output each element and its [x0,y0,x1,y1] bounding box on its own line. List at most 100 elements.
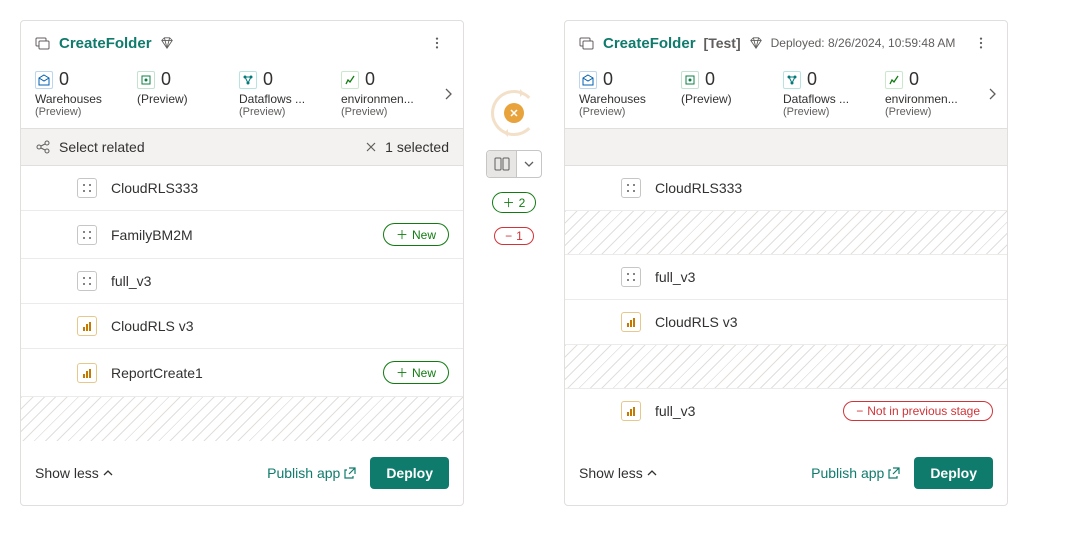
item-type-icon [77,316,97,336]
sync-error-icon [504,103,524,123]
stat-value: 0 [263,69,273,90]
deploy-button[interactable]: Deploy [370,457,449,489]
card-title[interactable]: CreateFolder [59,35,152,52]
external-link-icon [344,467,356,479]
compare-column: ＋2 −1 [484,20,544,506]
stat-icon [341,71,359,89]
stat-tile[interactable]: 0Warehouses(Preview) [579,69,677,118]
diamond-icon [160,36,174,50]
stat-icon [885,71,903,89]
item-type-icon [77,178,97,198]
list-item[interactable]: CloudRLS v3 [565,300,1007,345]
card-title[interactable]: CreateFolder [603,35,696,52]
empty-slot [21,397,463,441]
card-footer: Show less Publish app Deploy [21,441,463,505]
stat-value: 0 [161,69,171,90]
item-type-icon [621,267,641,287]
stat-icon [137,71,155,89]
sync-status-indicator[interactable] [491,90,537,136]
list-item[interactable]: CloudRLS333 [565,166,1007,211]
list-item[interactable]: CloudRLS333 [21,166,463,211]
show-less-button[interactable]: Show less [579,465,657,481]
selection-count: 1 selected [385,139,449,155]
stat-value: 0 [705,69,715,90]
compare-view-toggle[interactable] [486,150,542,178]
stat-tile[interactable]: 0 environmen...(Preview) [341,69,439,118]
stats-scroll-right[interactable] [987,84,997,104]
diamond-icon [749,36,763,50]
list-header-bar [565,128,1007,166]
select-related-bar: Select related 1 selected [21,128,463,166]
list-item[interactable]: full_v3−Not in previous stage [565,389,1007,433]
added-count-pill[interactable]: ＋2 [492,192,537,213]
chevron-down-icon[interactable] [517,151,541,177]
chevron-up-icon [647,468,657,478]
stat-sublabel: (Preview) [341,106,439,118]
stat-sublabel: (Preview) [239,106,337,118]
card-header: CreateFolder [21,21,463,55]
item-name: CloudRLS v3 [655,314,993,330]
card-footer: Show less Publish app Deploy [565,441,1007,505]
stat-tile[interactable]: 0(Preview) [681,69,779,106]
item-name: CloudRLS v3 [111,318,449,334]
item-name: CloudRLS333 [111,180,449,196]
stat-icon [681,71,699,89]
workspace-icon [579,35,595,51]
item-name: CloudRLS333 [655,180,993,196]
stat-sublabel: (Preview) [35,106,133,118]
chevron-up-icon [103,468,113,478]
list-item[interactable]: CloudRLS v3 [21,304,463,349]
item-type-icon [77,271,97,291]
more-button[interactable] [425,31,449,55]
stat-tile[interactable]: 0Warehouses(Preview) [35,69,133,118]
stat-label: environmen... [341,92,439,106]
stage-card-right: CreateFolder [Test] Deployed: 8/26/2024,… [564,20,1008,506]
publish-app-button[interactable]: Publish app [267,465,356,481]
workspace-icon [35,35,51,51]
list-item[interactable]: full_v3 [21,259,463,304]
stats-row: 0Warehouses(Preview)0(Preview)0Dataflows… [565,55,1007,128]
list-item[interactable]: FamilyBM2M＋New [21,211,463,259]
stat-tile[interactable]: 0 (Preview) [137,69,235,106]
stat-label: Dataflows ... [783,92,881,106]
item-name: FamilyBM2M [111,227,383,243]
item-type-icon [77,225,97,245]
more-button[interactable] [969,31,993,55]
stat-tile[interactable]: 0 environmen...(Preview) [885,69,983,118]
stat-value: 0 [365,69,375,90]
new-badge: ＋New [383,223,449,246]
stat-label: (Preview) [137,92,235,106]
item-type-icon [621,312,641,332]
stat-value: 0 [59,69,69,90]
stat-sublabel: (Preview) [885,106,983,118]
list-item[interactable]: full_v3 [565,255,1007,300]
stat-value: 0 [807,69,817,90]
stats-row: 0Warehouses(Preview)0(Preview)0Dataflows… [21,55,463,128]
stat-tile[interactable]: 0Dataflows ...(Preview) [783,69,881,118]
stat-label: environmen... [885,92,983,106]
removed-count-pill[interactable]: −1 [494,227,534,245]
stage-tag: [Test] [704,35,741,51]
item-list: CloudRLS333 full_v3 CloudRLS v3 full_v3−Not… [565,166,1007,441]
select-related-label[interactable]: Select related [59,139,145,155]
stat-tile[interactable]: 0Dataflows ...(Preview) [239,69,337,118]
stat-value: 0 [909,69,919,90]
empty-slot [565,211,1007,255]
publish-app-button[interactable]: Publish app [811,465,900,481]
external-link-icon [888,467,900,479]
stat-icon [579,71,597,89]
list-item[interactable]: ReportCreate1＋New [21,349,463,397]
related-icon [35,139,51,155]
show-less-button[interactable]: Show less [35,465,113,481]
stat-icon [35,71,53,89]
item-type-icon [621,178,641,198]
item-type-icon [77,363,97,383]
stat-icon [783,71,801,89]
stats-scroll-right[interactable] [443,84,453,104]
card-header: CreateFolder [Test] Deployed: 8/26/2024,… [565,21,1007,55]
not-in-previous-badge: −Not in previous stage [843,401,993,421]
empty-slot [565,345,1007,389]
stat-label: Warehouses [579,92,677,106]
deploy-button[interactable]: Deploy [914,457,993,489]
clear-selection-button[interactable] [365,141,377,153]
